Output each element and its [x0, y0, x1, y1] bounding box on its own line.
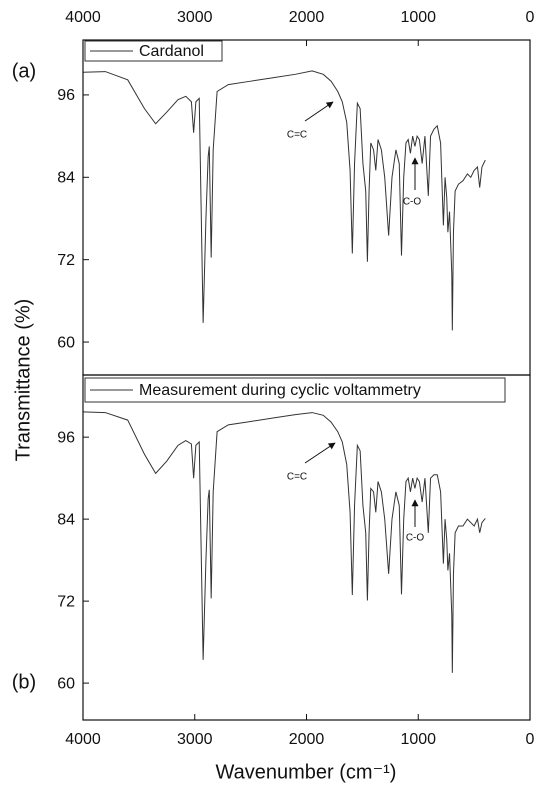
x-tick-label: 0: [526, 9, 535, 26]
panel-label: (b): [12, 671, 36, 693]
y-tick-label: 72: [57, 252, 75, 269]
plot-frame: [82, 39, 531, 376]
legend-box: [84, 377, 506, 403]
x-tick-label: 0: [526, 731, 535, 748]
x-tick-label: 2000: [289, 731, 325, 748]
y-tick-label: 84: [57, 170, 75, 187]
x-tick-label: 1000: [400, 9, 436, 26]
spectrum-line: [82, 411, 486, 673]
arrow: [304, 442, 336, 464]
x-tick-label: 3000: [177, 731, 213, 748]
annotation: C-O: [406, 533, 425, 544]
spectrum-line: [82, 70, 486, 331]
y-tick-label: 72: [57, 593, 75, 610]
y-axis-label: Transmittance (%): [12, 299, 34, 462]
annotation: C=C: [287, 130, 307, 141]
y-tick-label: 96: [57, 87, 75, 104]
x-tick-label: 1000: [400, 731, 436, 748]
legend-label: Measurement during cyclic voltammetry: [139, 382, 421, 399]
annotation: C=C: [287, 472, 307, 483]
y-tick-label: 96: [57, 429, 75, 446]
y-tick-label: 60: [57, 675, 75, 692]
legend-label: Cardanol: [139, 43, 204, 60]
plot-frame: [82, 374, 531, 721]
y-tick-label: 60: [57, 334, 75, 351]
arrow: [304, 101, 334, 122]
x-axis-label: Wavenumber (cm⁻¹): [216, 761, 397, 783]
legend-box: [84, 40, 223, 62]
x-tick-label: 4000: [65, 731, 101, 748]
x-tick-label: 2000: [289, 9, 325, 26]
x-tick-label: 4000: [65, 9, 101, 26]
annotation: C-O: [403, 197, 422, 208]
x-tick-label: 3000: [177, 9, 213, 26]
y-tick-label: 84: [57, 511, 75, 528]
panel-label: (a): [12, 60, 36, 82]
